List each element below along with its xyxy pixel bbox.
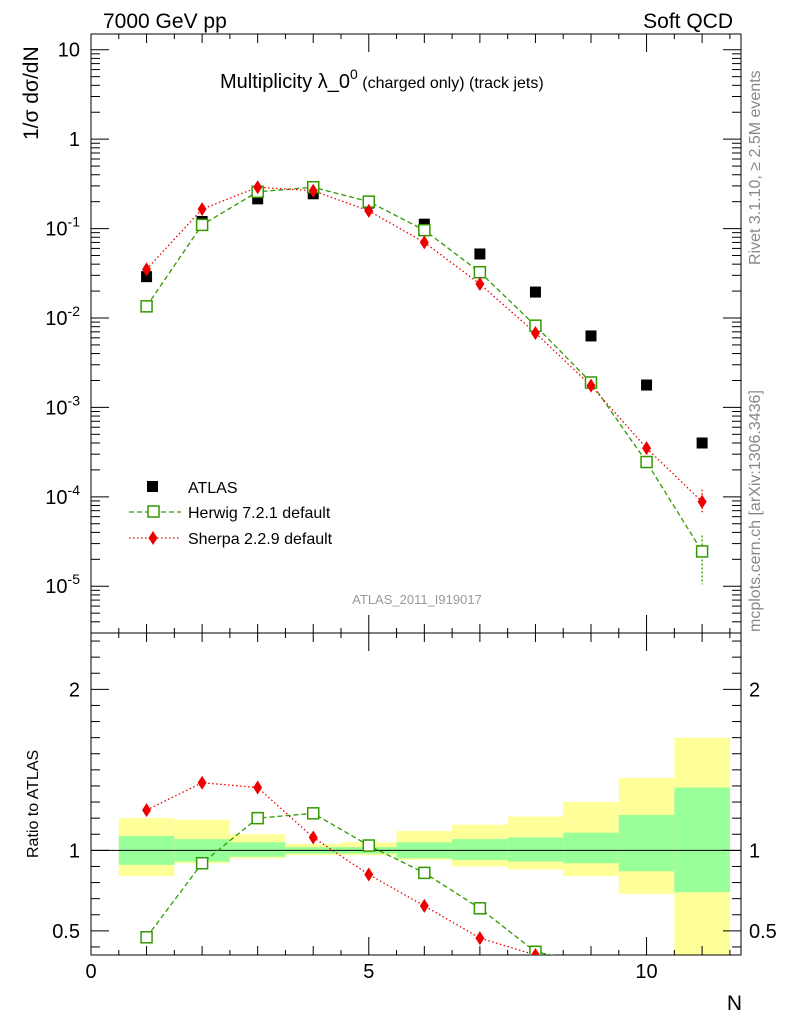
herwig-point — [473, 265, 487, 279]
herwig-point — [140, 300, 153, 313]
legend-item-atlas: ATLAS — [147, 480, 238, 497]
ratio-y-tick-label-right: 0.5 — [749, 921, 777, 943]
sherpa-point — [530, 325, 540, 340]
main-y-tick-label: 10-1 — [45, 214, 80, 241]
sherpa-ratio-point — [530, 948, 540, 955]
ratio-series-markers — [140, 775, 708, 1007]
x-axis-label: N — [727, 992, 742, 1015]
ratio-axis-ticks: 0.5 0.5 1 1 2 2 0 5 10 — [52, 633, 777, 983]
header-left: 7000 GeV pp — [103, 10, 227, 33]
inner-band — [452, 839, 508, 861]
legend-sherpa-marker — [148, 531, 158, 545]
sherpa-ratio-point — [475, 931, 485, 946]
ratio-y-tick-label-right: 1 — [749, 840, 760, 862]
ratio-y-tick-label-left: 2 — [69, 679, 80, 701]
main-series-markers — [140, 180, 709, 558]
inner-band — [229, 842, 286, 857]
sherpa-ratio-point — [587, 959, 596, 973]
atlas-point — [696, 437, 708, 449]
main-y-axis-label: 1/σ dσ/dN — [20, 46, 43, 140]
atlas-point — [641, 379, 653, 391]
herwig-ratio-point — [195, 856, 209, 870]
herwig-ratio-point — [418, 866, 431, 880]
x-tick-label: 10 — [635, 961, 657, 983]
sherpa-ratio-point — [364, 867, 374, 882]
sherpa-point — [253, 180, 263, 195]
inner-band — [563, 832, 619, 864]
sherpa-ratio-point — [142, 803, 152, 818]
ratio-plot-frame — [90, 632, 742, 956]
herwig-ratio-point — [251, 811, 264, 825]
legend-herwig-marker — [147, 505, 160, 518]
sherpa-point — [697, 494, 707, 509]
inner-band — [674, 787, 730, 893]
inner-band — [618, 814, 675, 872]
atlas-point — [474, 248, 486, 260]
herwig-point — [640, 455, 653, 469]
herwig-point — [195, 218, 209, 232]
sherpa-point — [475, 276, 485, 291]
atlas-point — [529, 286, 541, 298]
main-y-tick-label: 10-3 — [45, 392, 80, 419]
sherpa-point — [308, 183, 318, 198]
herwig-ratio-point — [306, 807, 320, 820]
ratio-y-tick-label-left: 0.5 — [52, 921, 80, 943]
herwig-ratio-point — [641, 983, 652, 994]
sherpa-point — [586, 378, 596, 393]
header-right: Soft QCD — [643, 10, 733, 33]
sherpa-point — [419, 235, 429, 250]
mcplots-label: mcplots.cern.ch [arXiv:1306.3436] — [747, 390, 764, 632]
herwig-ratio-point — [473, 902, 487, 915]
x-tick-label: 0 — [85, 961, 96, 983]
main-y-tick-label: 10 — [58, 40, 80, 62]
ratio-y-axis-label: Ratio to ATLAS — [25, 750, 42, 858]
atlas-point — [252, 193, 264, 205]
sherpa-ratio-point — [698, 969, 707, 983]
legend-item-herwig: Herwig 7.2.1 default — [129, 505, 331, 522]
inner-band — [507, 837, 564, 862]
sherpa-point — [197, 202, 207, 217]
main-y-tick-label: 10-2 — [45, 303, 80, 330]
atlas-point — [585, 330, 597, 342]
main-y-tick-label: 10-4 — [45, 482, 80, 509]
rivet-version-label: Rivet 3.1.10, ≥ 2.5M events — [747, 70, 764, 265]
legend-sherpa-label: Sherpa 2.2.9 default — [188, 531, 333, 548]
legend-herwig-label: Herwig 7.2.1 default — [188, 505, 331, 522]
analysis-id-label: ATLAS_2011_I919017 — [352, 592, 482, 607]
sherpa-ratio-point — [419, 898, 429, 913]
atlas-point — [141, 271, 153, 283]
sherpa-ratio-point — [253, 780, 263, 795]
herwig-ratio-point — [697, 996, 708, 1007]
legend-atlas-label: ATLAS — [188, 480, 238, 497]
legend-item-sherpa: Sherpa 2.2.9 default — [129, 531, 333, 548]
sherpa-ratio-point — [197, 775, 207, 790]
x-tick-label: 5 — [363, 961, 374, 983]
plot-title: Multiplicity λ_00 (charged only) (track … — [220, 66, 544, 93]
main-y-tick-label: 1 — [69, 129, 80, 151]
main-axis-ticks: 10-5 10-4 10-3 10-2 10-1 1 10 — [45, 34, 741, 634]
sherpa-ratio-point — [308, 830, 318, 845]
sherpa-point — [364, 203, 374, 218]
herwig-ratio-point — [586, 958, 597, 969]
legend-atlas-marker — [147, 481, 158, 492]
herwig-point — [695, 545, 709, 558]
ratio-y-tick-label-right: 2 — [749, 679, 760, 701]
herwig-point — [418, 223, 431, 237]
uncertainty-bands — [118, 737, 730, 955]
herwig-ratio-point — [140, 931, 153, 944]
main-y-tick-label: 10-5 — [45, 571, 80, 598]
sherpa-point — [642, 441, 652, 456]
sherpa-point — [142, 262, 152, 277]
ratio-y-tick-label-left: 1 — [69, 840, 80, 862]
legend: ATLAS Herwig 7.2.1 default Sherpa 2.2.9 … — [129, 480, 333, 548]
herwig-ratio-point — [362, 839, 376, 852]
